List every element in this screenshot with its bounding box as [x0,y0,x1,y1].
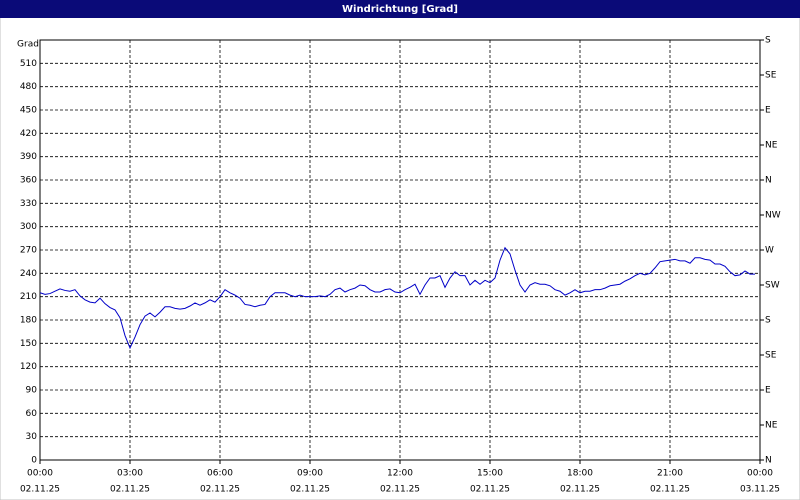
x-tick-date: 02.11.25 [380,485,420,495]
x-tick-label: 12:00 [387,469,413,479]
x-tick-label: 00:00 [27,469,53,479]
y2-tick-label: NE [765,141,778,151]
x-tick-date: 02.11.25 [290,485,330,495]
y2-tick-label: NW [765,211,781,221]
y2-tick-label: S [765,316,771,326]
title-bar [0,0,800,18]
y-tick-label: 420 [20,129,37,139]
y-tick-label: 0 [31,456,37,466]
y2-tick-label: NE [765,421,778,431]
y-tick-label: 300 [20,222,37,232]
y-tick-label: 270 [20,246,37,256]
y-tick-label: 180 [20,316,37,326]
y-tick-label: 120 [20,362,37,372]
plot-frame [39,39,761,461]
y-axis-label: Grad [17,40,39,50]
y2-tick-label: SE [765,351,777,361]
y-tick-label: 390 [20,152,37,162]
x-tick-date: 02.11.25 [110,485,150,495]
y2-tick-label: W [765,246,774,256]
y-tick-label: 90 [26,386,38,396]
x-tick-date: 03.11.25 [740,485,780,495]
x-tick-date: 02.11.25 [650,485,690,495]
x-tick-date: 02.11.25 [200,485,240,495]
y-tick-label: 60 [26,409,38,419]
y2-tick-label: N [765,456,772,466]
y-tick-label: 510 [20,59,37,69]
x-tick-date: 02.11.25 [560,485,600,495]
x-tick-label: 21:00 [657,469,683,479]
y-tick-label: 450 [20,106,37,116]
data-line [39,246,755,350]
y-tick-label: 480 [20,82,37,92]
y2-tick-label: S [765,36,771,46]
x-tick-label: 18:00 [567,469,593,479]
x-tick-label: 09:00 [297,469,323,479]
y-tick-label: 330 [20,199,37,209]
y-tick-label: 150 [20,339,37,349]
y2-tick-label: E [765,386,771,396]
x-tick-date: 02.11.25 [470,485,510,495]
y2-tick-label: SE [765,71,777,81]
y2-tick-label: N [765,176,772,186]
x-tick-date: 02.11.25 [20,485,60,495]
y2-tick-label: SW [765,281,780,291]
y-tick-label: 240 [20,269,37,279]
y2-tick-label: E [765,106,771,116]
x-tick-label: 15:00 [477,469,503,479]
chart-title: Windrichtung [Grad] [342,4,458,15]
x-tick-label: 06:00 [207,469,233,479]
y-tick-label: 360 [20,176,37,186]
y-tick-label: 210 [20,292,37,302]
x-tick-label: 00:00 [747,469,773,479]
y-tick-label: 30 [26,432,38,442]
x-tick-label: 03:00 [117,469,143,479]
